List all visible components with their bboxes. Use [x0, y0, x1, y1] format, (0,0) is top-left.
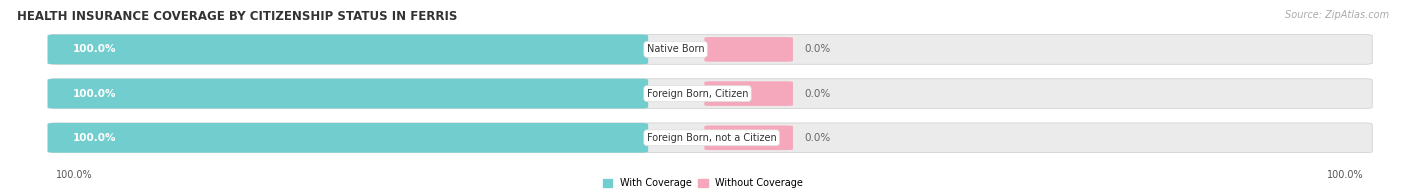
Legend: With Coverage, Without Coverage: With Coverage, Without Coverage	[603, 178, 803, 188]
FancyBboxPatch shape	[48, 79, 648, 108]
FancyBboxPatch shape	[48, 79, 1372, 108]
Text: 0.0%: 0.0%	[804, 89, 831, 99]
Text: 0.0%: 0.0%	[804, 133, 831, 143]
Text: HEALTH INSURANCE COVERAGE BY CITIZENSHIP STATUS IN FERRIS: HEALTH INSURANCE COVERAGE BY CITIZENSHIP…	[17, 10, 457, 23]
Text: Source: ZipAtlas.com: Source: ZipAtlas.com	[1285, 10, 1389, 20]
FancyBboxPatch shape	[704, 81, 793, 106]
Text: 100.0%: 100.0%	[73, 44, 117, 54]
FancyBboxPatch shape	[704, 126, 793, 150]
FancyBboxPatch shape	[48, 35, 648, 64]
FancyBboxPatch shape	[704, 37, 793, 62]
Text: Foreign Born, not a Citizen: Foreign Born, not a Citizen	[647, 133, 776, 143]
FancyBboxPatch shape	[48, 123, 1372, 153]
Text: 100.0%: 100.0%	[1327, 170, 1364, 181]
Text: Native Born: Native Born	[647, 44, 704, 54]
Text: 0.0%: 0.0%	[804, 44, 831, 54]
FancyBboxPatch shape	[48, 35, 1372, 64]
Text: 100.0%: 100.0%	[73, 89, 117, 99]
FancyBboxPatch shape	[48, 123, 648, 153]
Text: 100.0%: 100.0%	[73, 133, 117, 143]
Text: 100.0%: 100.0%	[56, 170, 93, 181]
Text: Foreign Born, Citizen: Foreign Born, Citizen	[647, 89, 748, 99]
